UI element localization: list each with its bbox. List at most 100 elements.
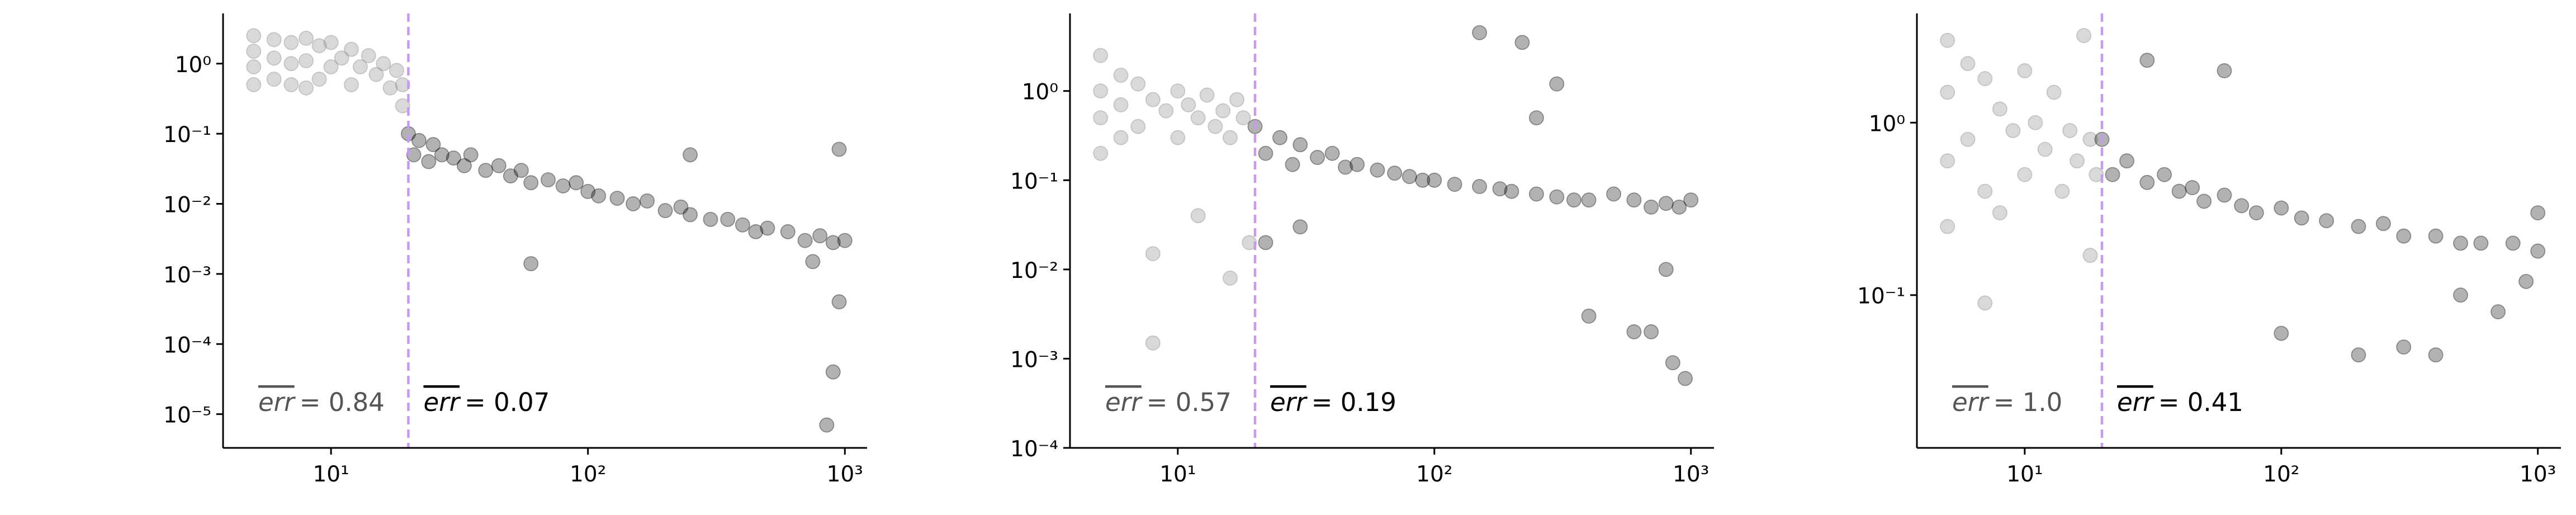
point	[1199, 87, 1215, 103]
x-tick-label: 10¹	[1159, 462, 1196, 487]
point	[382, 80, 398, 96]
point	[1472, 179, 1488, 195]
point	[2062, 122, 2078, 138]
point	[760, 220, 775, 236]
annotation: err = 1.0	[1952, 388, 2062, 417]
annotation-symbol: err	[258, 388, 296, 417]
x-tick-label: 10¹	[2006, 462, 2043, 487]
point	[389, 63, 404, 78]
point	[344, 41, 359, 57]
point	[456, 158, 472, 173]
point	[2248, 205, 2264, 221]
point	[2046, 84, 2062, 100]
point	[323, 59, 339, 75]
point	[2505, 235, 2521, 251]
annotation-value: = 0.07	[465, 388, 550, 417]
point	[2274, 200, 2289, 216]
point	[609, 191, 625, 206]
point	[1427, 172, 1442, 188]
y-tick-label: 10⁻⁴	[1010, 437, 1058, 462]
point	[2076, 28, 2092, 44]
point	[2185, 180, 2200, 196]
point	[283, 35, 299, 50]
point	[2428, 228, 2444, 244]
point	[2396, 339, 2412, 355]
point	[2518, 273, 2534, 289]
point	[1606, 186, 1622, 202]
point	[1658, 262, 1674, 277]
point	[831, 294, 847, 310]
point	[2139, 174, 2155, 190]
y-tick-label: 10⁻¹	[1010, 169, 1058, 194]
point	[1324, 145, 1340, 161]
point	[2037, 141, 2053, 157]
point	[569, 175, 584, 191]
point	[2017, 167, 2033, 182]
y-tick-label: 10⁻¹	[1857, 284, 1905, 309]
x-tick-label: 10³	[1673, 462, 1709, 487]
x-tick-label: 10²	[1416, 462, 1452, 487]
point	[1170, 83, 1186, 99]
point	[425, 137, 441, 153]
point	[1992, 205, 2007, 221]
point	[837, 233, 853, 248]
point	[1272, 130, 1287, 145]
point	[1310, 150, 1325, 166]
y-tick-label: 10⁰	[175, 53, 211, 78]
point	[266, 50, 282, 66]
point	[683, 147, 698, 163]
annotation-value: = 0.19	[1311, 388, 1396, 417]
point	[513, 163, 529, 178]
point	[1940, 219, 1955, 234]
point	[1229, 92, 1245, 107]
y-tick-label: 10⁻³	[163, 263, 211, 288]
point	[266, 72, 282, 87]
annotation-symbol: err	[1270, 388, 1308, 417]
point	[246, 44, 262, 59]
point	[478, 163, 494, 178]
point	[1113, 130, 1129, 145]
point	[1626, 192, 1642, 208]
point	[1258, 145, 1273, 161]
point	[1528, 186, 1544, 202]
point	[1338, 159, 1353, 175]
point	[361, 48, 376, 63]
point	[246, 59, 262, 75]
point	[1145, 246, 1161, 262]
x-tick-label: 10³	[2520, 462, 2556, 487]
point	[2428, 347, 2444, 363]
point	[344, 77, 359, 93]
point	[657, 203, 673, 219]
point	[2396, 228, 2412, 244]
point	[1977, 71, 1993, 87]
annotation: err = 0.84	[258, 388, 385, 417]
point	[299, 80, 314, 96]
point	[246, 28, 262, 44]
point	[1190, 208, 1206, 224]
point	[421, 154, 437, 169]
point	[2157, 167, 2172, 182]
point	[2082, 248, 2098, 263]
point	[1626, 324, 1642, 339]
point	[1223, 130, 1238, 145]
point	[2274, 325, 2289, 341]
annotation-symbol: err	[423, 388, 461, 417]
point	[720, 211, 736, 227]
point	[1504, 183, 1519, 199]
annotation: err = 0.19	[1270, 388, 1396, 417]
point	[1158, 103, 1174, 119]
annotation-value: = 0.41	[2158, 388, 2243, 417]
point	[1258, 235, 1273, 251]
point	[1514, 35, 1530, 50]
annotation-symbol: err	[1105, 388, 1143, 417]
point	[395, 77, 410, 93]
annotation: err = 0.57	[1105, 388, 1232, 417]
point	[1349, 157, 1365, 172]
point	[541, 172, 556, 188]
point	[1992, 101, 2007, 117]
point	[1644, 199, 1659, 215]
point	[1130, 76, 1146, 92]
